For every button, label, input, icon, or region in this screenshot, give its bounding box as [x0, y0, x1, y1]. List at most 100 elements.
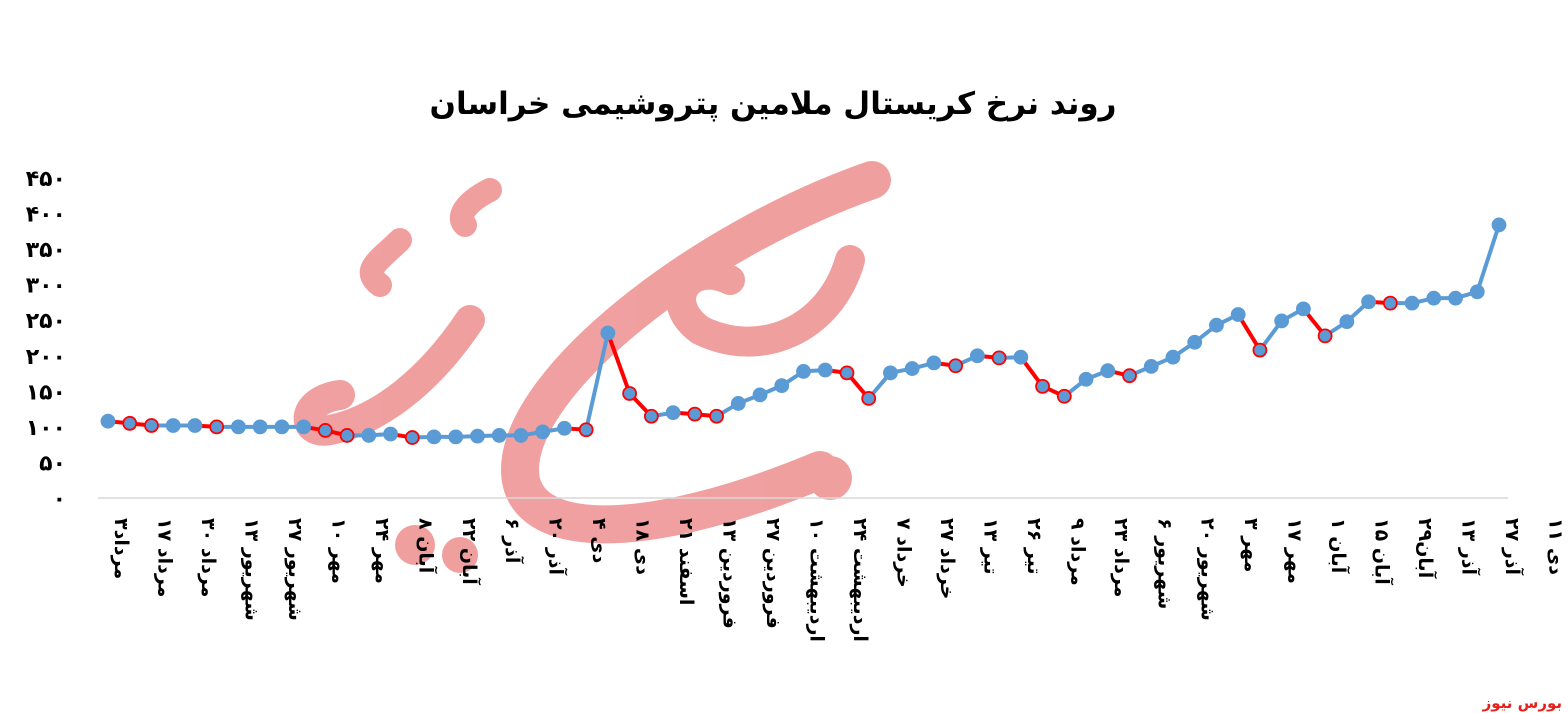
- x-tick-label: ۶ شهریور: [1153, 518, 1175, 609]
- data-point: [274, 419, 290, 435]
- x-tick-label: ۱۸ دی: [632, 518, 654, 575]
- data-point: [883, 365, 898, 381]
- data-point: [1143, 359, 1159, 374]
- x-tick-label: ۲۰ آذر: [545, 518, 569, 576]
- data-point: [535, 424, 551, 440]
- x-tick-label: ۱۵ آبان: [1371, 518, 1395, 585]
- series-segment: [605, 331, 632, 396]
- data-point: [1404, 295, 1420, 311]
- x-tick-label: ۲۰ شهریور: [1197, 518, 1219, 621]
- data-point: [904, 361, 920, 376]
- y-axis-ticks: ۰ ۵۰ ۱۰۰ ۱۵۰ ۲۰۰ ۲۵۰ ۳۰۰ ۳۵۰ ۴۰۰ ۴۵۰: [26, 167, 66, 512]
- data-point: [1448, 290, 1463, 306]
- data-point: [643, 408, 659, 424]
- data-point: [1426, 290, 1442, 306]
- x-tick-label: ۲۴ مهر: [371, 518, 393, 584]
- data-point: [600, 325, 616, 341]
- y-tick-label: ۰: [53, 487, 66, 512]
- y-tick-label: ۱۵۰: [26, 380, 66, 405]
- data-point: [969, 348, 985, 364]
- data-point: [1274, 313, 1290, 329]
- y-tick-label: ۴۵۰: [26, 167, 66, 192]
- x-tick-label: ۱ آبان: [1327, 518, 1351, 574]
- data-point: [1209, 317, 1224, 333]
- x-tick-label: ۳مرداد: [110, 518, 132, 579]
- y-tick-label: ۲۰۰: [26, 345, 66, 370]
- y-tick-label: ۴۰۰: [26, 203, 66, 228]
- data-point: [991, 350, 1007, 366]
- watermark-stroke-5: [359, 228, 412, 297]
- data-point: [1317, 328, 1333, 344]
- data-point: [665, 405, 681, 421]
- x-tick-label: ۱۷ مهر: [1284, 518, 1306, 584]
- data-point: [361, 428, 377, 443]
- x-tick-label: ۱۳ تیر: [979, 518, 1001, 575]
- data-point: [1339, 314, 1355, 330]
- x-tick-label: ۲۴ اردیبهشت: [849, 518, 871, 642]
- x-axis-ticks: ۳مرداد ۱۷ مرداد ۳۰ مرداد ۱۳ شهریور ۲۷ شهریور…: [110, 518, 1566, 642]
- watermark-stroke-4: [449, 178, 502, 237]
- data-point: [1187, 334, 1203, 350]
- data-point: [122, 415, 138, 431]
- data-point: [926, 355, 942, 371]
- x-tick-label: ۲۷ شهریور: [284, 518, 306, 621]
- data-point: [687, 406, 703, 422]
- data-point: [448, 429, 464, 445]
- data-point: [165, 418, 181, 433]
- data-point: [317, 423, 333, 438]
- data-point: [144, 418, 159, 433]
- data-point: [709, 408, 724, 424]
- data-point: [1165, 349, 1181, 365]
- x-tick-label: ۲۷ فروردین: [762, 518, 784, 629]
- x-tick-label: ۲۱ اسفند: [675, 518, 697, 605]
- data-point: [1469, 284, 1485, 300]
- data-point: [470, 428, 485, 444]
- x-tick-label: ۳۰ مرداد: [197, 518, 219, 597]
- watermark-stroke-3: [293, 305, 485, 446]
- x-tick-label: ۱۷ مرداد: [153, 518, 175, 597]
- data-point: [1013, 349, 1029, 365]
- x-tick-label: ۱۳ آذر: [1458, 518, 1482, 576]
- x-tick-label: ۶ آذر: [501, 518, 525, 564]
- data-point: [1100, 363, 1116, 379]
- data-point: [383, 426, 398, 442]
- y-tick-label: ۵۰: [39, 451, 66, 476]
- series-segment: [584, 331, 610, 432]
- data-point: [339, 428, 355, 443]
- data-point: [1295, 301, 1311, 317]
- data-point: [774, 378, 790, 394]
- data-point: [578, 422, 594, 438]
- x-tick-label: ۱۳ شهریور: [240, 518, 262, 621]
- x-tick-label: ۷ خرداد: [892, 518, 914, 588]
- data-point: [1230, 307, 1246, 322]
- x-tick-label: ۴ دی: [588, 518, 610, 564]
- data-point: [1491, 217, 1507, 233]
- x-tick-label: ۱۳ فروردین: [719, 518, 741, 629]
- x-tick-label: ۲۶ تیر: [1023, 518, 1045, 575]
- data-point: [1035, 378, 1050, 394]
- data-point: [404, 430, 420, 445]
- x-tick-label: ۱۰ اردیبهشت: [806, 518, 828, 642]
- data-point: [252, 419, 268, 435]
- watermark-dot-3: [442, 537, 478, 573]
- x-tick-label: ۲۹آبان: [1414, 518, 1438, 579]
- y-tick-label: ۲۵۰: [26, 309, 66, 334]
- data-point: [948, 358, 964, 374]
- watermark-dot-1: [808, 456, 852, 500]
- x-tick-label: ۱۱ دی: [1544, 518, 1566, 575]
- y-tick-label: ۳۵۰: [26, 238, 66, 263]
- watermark-logo: [293, 161, 891, 573]
- x-tick-label: ۲۳ مرداد: [1110, 518, 1132, 597]
- x-tick-label: ۳ مهر: [1240, 518, 1262, 572]
- x-tick-label: ۸ آبان: [414, 518, 438, 574]
- x-tick-label: ۲۷ آذر: [1501, 518, 1525, 576]
- data-point: [817, 362, 833, 378]
- data-point: [513, 428, 529, 443]
- data-point: [1056, 388, 1072, 404]
- x-tick-label: ۹ مرداد: [1066, 518, 1088, 586]
- data-point: [1122, 368, 1137, 384]
- y-tick-label: ۱۰۰: [26, 416, 66, 441]
- x-tick-label: ۱۰ مهر: [327, 518, 349, 584]
- data-point: [1078, 371, 1094, 387]
